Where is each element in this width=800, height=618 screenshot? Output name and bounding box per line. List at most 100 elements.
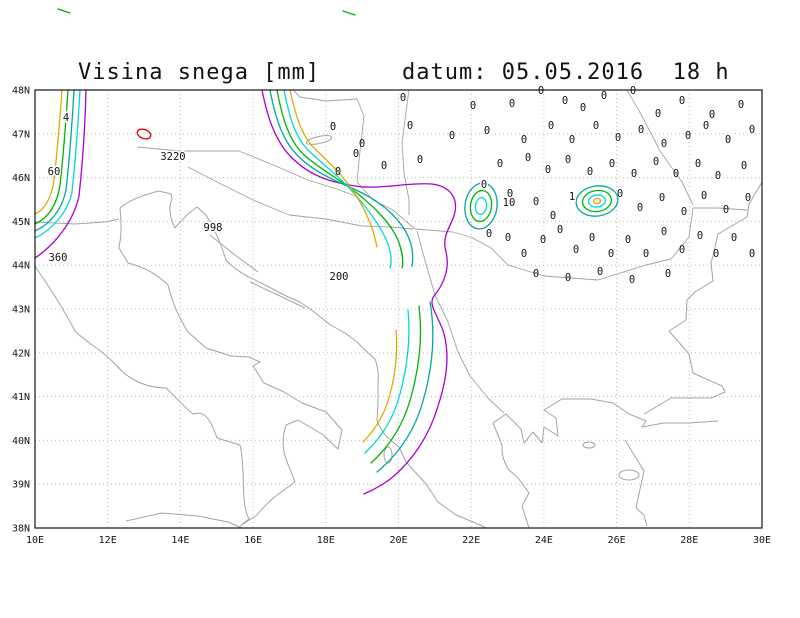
contour-front-purple bbox=[261, 89, 457, 495]
zero-contour-label: 0 bbox=[569, 134, 575, 146]
contour-ring-core bbox=[592, 197, 602, 205]
contour-front-teal bbox=[269, 89, 414, 267]
x-tick-label: 10E bbox=[26, 535, 44, 546]
zero-contour-label: 0 bbox=[703, 120, 709, 132]
contour-ring-inner bbox=[474, 196, 488, 216]
zero-contour-label: 0 bbox=[697, 230, 703, 242]
zero-contour-label: 0 bbox=[629, 274, 635, 286]
zero-contour-label: 0 bbox=[617, 188, 623, 200]
coastline-sicily bbox=[125, 512, 243, 529]
contour-value-label: 998 bbox=[204, 222, 223, 234]
contour-ring-middle bbox=[469, 189, 493, 223]
contour-alps-orange bbox=[34, 89, 63, 215]
y-tick-label: 46N bbox=[12, 173, 30, 184]
top-edge-contour-fragments bbox=[57, 8, 356, 16]
y-tick-label: 39N bbox=[12, 480, 30, 491]
y-tick-label: 47N bbox=[12, 129, 30, 140]
coastlines bbox=[34, 181, 763, 529]
zero-contour-label: 0 bbox=[580, 102, 586, 114]
coastline-aegean-greece bbox=[492, 398, 719, 529]
contour-alps-green bbox=[34, 89, 69, 225]
contour-ring-inner bbox=[587, 194, 607, 208]
x-tick-label: 20E bbox=[389, 535, 407, 546]
zero-contour-label: 0 bbox=[540, 234, 546, 246]
zero-contour-label: 0 bbox=[741, 160, 747, 172]
zero-contour-label: 0 bbox=[659, 192, 665, 204]
x-tick-label: 16E bbox=[244, 535, 262, 546]
map-frame bbox=[34, 89, 763, 529]
zero-contour-label: 0 bbox=[565, 154, 571, 166]
y-tick-label: 41N bbox=[12, 392, 30, 403]
y-tick-label: 40N bbox=[12, 436, 30, 447]
zero-contour-label: 0 bbox=[713, 248, 719, 260]
contour-value-label: 200 bbox=[330, 271, 349, 283]
zero-contour-label: 0 bbox=[470, 100, 476, 112]
zero-contour-label: 0 bbox=[631, 168, 637, 180]
contour-alps-teal bbox=[34, 89, 75, 232]
zero-contour-label: 0 bbox=[638, 124, 644, 136]
contour-front-green bbox=[276, 89, 404, 269]
zero-contour-label: 0 bbox=[573, 244, 579, 256]
zero-contour-label: 0 bbox=[550, 210, 556, 222]
x-tick-label: 18E bbox=[317, 535, 335, 546]
contour-value-label: 0 bbox=[486, 228, 492, 240]
zero-contour-label: 0 bbox=[545, 164, 551, 176]
zero-contour-label: 0 bbox=[593, 120, 599, 132]
snow-contours bbox=[34, 89, 619, 495]
x-tick-label: 14E bbox=[171, 535, 189, 546]
zero-contour-label: 0 bbox=[538, 85, 544, 97]
contour-tail-cyan bbox=[364, 309, 410, 454]
y-tick-label: 42N bbox=[12, 348, 30, 359]
zero-contour-label: 0 bbox=[749, 248, 755, 260]
zero-contour-label: 0 bbox=[685, 130, 691, 142]
contour-tail-green bbox=[370, 305, 422, 464]
zero-contour-label: 0 bbox=[507, 188, 513, 200]
zero-contour-label: 0 bbox=[548, 120, 554, 132]
zero-contour-label: 0 bbox=[625, 234, 631, 246]
map-datum: datum: 05.05.2016 18 h bbox=[402, 60, 730, 85]
zero-contour-label: 0 bbox=[589, 232, 595, 244]
zero-contour-label: 0 bbox=[353, 148, 359, 160]
coastline-marmara-blacksea bbox=[643, 181, 763, 415]
zero-contour-label: 0 bbox=[661, 226, 667, 238]
adriatic-islands bbox=[209, 234, 306, 309]
zero-contour-label: 0 bbox=[509, 98, 515, 110]
zero-contour-label: 0 bbox=[521, 248, 527, 260]
zero-contour-label: 0 bbox=[407, 120, 413, 132]
zero-contour-label: 0 bbox=[525, 152, 531, 164]
zero-contour-label: 0 bbox=[615, 132, 621, 144]
zero-contour-label: 0 bbox=[709, 109, 715, 121]
zero-contour-label: 0 bbox=[557, 224, 563, 236]
zero-contour-label: 0 bbox=[725, 134, 731, 146]
zero-contour-label: 0 bbox=[533, 196, 539, 208]
river-tisza bbox=[401, 89, 410, 215]
edge-fragment bbox=[57, 8, 71, 14]
contour-value-label: 3220 bbox=[160, 151, 185, 163]
zero-contour-label: 0 bbox=[738, 99, 744, 111]
zero-contour-label: 0 bbox=[673, 168, 679, 180]
zero-contour-label: 0 bbox=[679, 95, 685, 107]
x-tick-label: 28E bbox=[680, 535, 698, 546]
zero-contour-label: 0 bbox=[597, 266, 603, 278]
y-axis-ticks: 48N 47N 46N 45N 44N 43N 42N 41N 40N 39N 38N bbox=[12, 86, 30, 535]
zero-contour-label: 0 bbox=[565, 272, 571, 284]
zero-contour-label: 0 bbox=[417, 154, 423, 166]
zero-contour-label: 0 bbox=[359, 138, 365, 150]
contour-value-label: 4 bbox=[63, 112, 69, 124]
zero-contour-label: 0 bbox=[521, 134, 527, 146]
island-corfu bbox=[383, 446, 393, 464]
x-tick-label: 24E bbox=[535, 535, 553, 546]
y-tick-label: 48N bbox=[12, 86, 30, 97]
zero-contour-label: 0 bbox=[533, 268, 539, 280]
contour-value-label: 60 bbox=[48, 166, 61, 178]
zero-contour-label: 0 bbox=[745, 192, 751, 204]
zero-contour-label: 0 bbox=[449, 130, 455, 142]
zero-contour-label: 0 bbox=[381, 160, 387, 172]
zero-contour-label: 0 bbox=[655, 108, 661, 120]
contour-alps-cyan bbox=[34, 89, 81, 239]
zero-contour-label: 0 bbox=[681, 206, 687, 218]
coastline-turkey-aegean bbox=[624, 439, 648, 527]
contour-value-label: 1 bbox=[569, 191, 575, 203]
